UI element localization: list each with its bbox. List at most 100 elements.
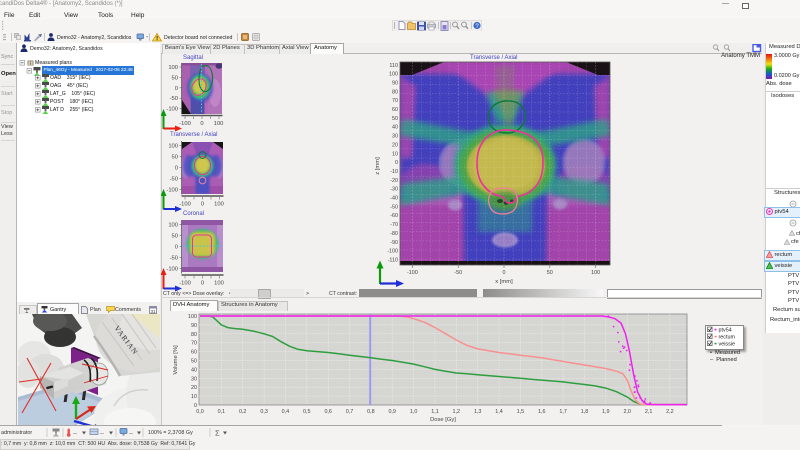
svg-text:100: 100 [214, 121, 224, 127]
svg-text:10: 10 [191, 394, 197, 400]
svg-text:-10: -10 [390, 169, 398, 175]
svg-text:100: 100 [168, 144, 178, 150]
svg-text:80: 80 [392, 89, 398, 95]
svg-text:Volume [%]: Volume [%] [173, 345, 179, 375]
svg-text:0,1: 0,1 [218, 409, 226, 415]
svg-text:-30: -30 [390, 187, 398, 193]
svg-text:0: 0 [175, 245, 178, 251]
svg-text:-100: -100 [166, 188, 178, 194]
svg-text:--: -- [129, 431, 133, 437]
svg-text:0: 0 [175, 86, 178, 92]
svg-text:-70: -70 [390, 222, 398, 228]
svg-text:110: 110 [389, 63, 398, 69]
svg-text:0,9: 0,9 [388, 409, 396, 415]
svg-text:1,7: 1,7 [559, 409, 567, 415]
svg-text:0,4: 0,4 [282, 409, 290, 415]
svg-text:-50: -50 [390, 204, 398, 210]
svg-text:-50: -50 [454, 270, 462, 276]
svg-text:1,9: 1,9 [602, 409, 610, 415]
svg-text:0: 0 [200, 121, 203, 127]
svg-text:100: 100 [591, 270, 600, 276]
svg-text:--: -- [100, 431, 104, 437]
svg-text:-20: -20 [390, 178, 398, 184]
svg-text:1,2: 1,2 [453, 409, 461, 415]
svg-text:-60: -60 [390, 213, 398, 219]
svg-text:0,7: 0,7 [346, 409, 354, 415]
svg-text:10: 10 [392, 151, 398, 157]
svg-text:0,3: 0,3 [260, 409, 268, 415]
svg-text:30: 30 [392, 134, 398, 140]
svg-text:80: 80 [191, 332, 197, 338]
svg-text:0,2: 0,2 [239, 409, 247, 415]
svg-text:--: -- [73, 431, 77, 437]
svg-text:0: 0 [201, 202, 204, 208]
svg-text:-110: -110 [388, 258, 398, 264]
svg-text:100: 100 [389, 72, 398, 78]
svg-text:z [mm]: z [mm] [375, 157, 381, 175]
svg-text:0: 0 [175, 166, 178, 172]
svg-text:1,3: 1,3 [474, 409, 482, 415]
svg-text:100: 100 [168, 65, 178, 71]
svg-text:0: 0 [201, 281, 204, 287]
svg-text:-80: -80 [390, 231, 398, 237]
svg-text:60: 60 [392, 107, 398, 113]
svg-text:50: 50 [172, 75, 178, 81]
svg-text:90: 90 [392, 81, 398, 87]
svg-text:50: 50 [191, 359, 197, 365]
svg-text:0,5: 0,5 [303, 409, 311, 415]
svg-text:veissie: veissie [719, 342, 735, 347]
svg-text:-50: -50 [170, 256, 178, 262]
svg-text:-100: -100 [166, 107, 178, 113]
svg-text:50: 50 [392, 116, 398, 122]
svg-text:40: 40 [392, 125, 398, 131]
svg-text:-100: -100 [179, 121, 191, 127]
svg-text:2,0: 2,0 [623, 409, 631, 415]
svg-text:2,2: 2,2 [666, 409, 674, 415]
svg-text:1,6: 1,6 [538, 409, 546, 415]
svg-text:90: 90 [191, 323, 197, 329]
svg-text:?: ? [475, 24, 479, 30]
svg-text:1,1: 1,1 [431, 409, 439, 415]
svg-text:0: 0 [395, 160, 398, 166]
svg-text:0: 0 [194, 403, 197, 409]
svg-text:-: - [146, 34, 149, 41]
svg-text:Σ: Σ [215, 429, 220, 438]
svg-text:0: 0 [503, 270, 506, 276]
svg-text:-90: -90 [390, 240, 398, 246]
svg-text:50: 50 [547, 270, 553, 276]
svg-text:1,0: 1,0 [410, 409, 418, 415]
svg-text:-100: -100 [179, 202, 191, 208]
svg-text:100: 100 [214, 202, 224, 208]
svg-text:2,1: 2,1 [645, 409, 653, 415]
svg-text:100: 100 [214, 281, 224, 287]
svg-text:Dose [Gy]: Dose [Gy] [430, 417, 456, 423]
svg-text:-100: -100 [407, 270, 418, 276]
svg-text:40: 40 [191, 367, 197, 373]
svg-text:1,5: 1,5 [517, 409, 525, 415]
svg-text:70: 70 [392, 98, 398, 104]
svg-text:0,6: 0,6 [324, 409, 332, 415]
svg-text:31: 31 [150, 309, 156, 314]
svg-text:50: 50 [172, 155, 178, 161]
svg-text:-100: -100 [387, 249, 398, 255]
svg-text:-50: -50 [170, 177, 178, 183]
svg-text:1,4: 1,4 [495, 409, 503, 415]
svg-text:70: 70 [191, 341, 197, 347]
svg-text:20: 20 [191, 385, 197, 391]
svg-text:100: 100 [168, 223, 178, 229]
svg-text:-100: -100 [179, 281, 191, 287]
svg-text:-100: -100 [166, 267, 178, 273]
svg-text:30: 30 [191, 376, 197, 382]
svg-text:0,8: 0,8 [367, 409, 375, 415]
svg-text:60: 60 [191, 350, 197, 356]
svg-text:50: 50 [172, 234, 178, 240]
svg-text:ptv54: ptv54 [719, 328, 732, 334]
svg-text:rectum: rectum [719, 335, 736, 341]
svg-text:-50: -50 [170, 96, 178, 102]
svg-text:-40: -40 [390, 196, 398, 202]
svg-text:1,8: 1,8 [581, 409, 589, 415]
svg-text:0,0: 0,0 [196, 409, 204, 415]
svg-text:20: 20 [392, 142, 398, 148]
svg-text:100: 100 [188, 314, 197, 320]
svg-text:x [mm]: x [mm] [495, 279, 513, 285]
